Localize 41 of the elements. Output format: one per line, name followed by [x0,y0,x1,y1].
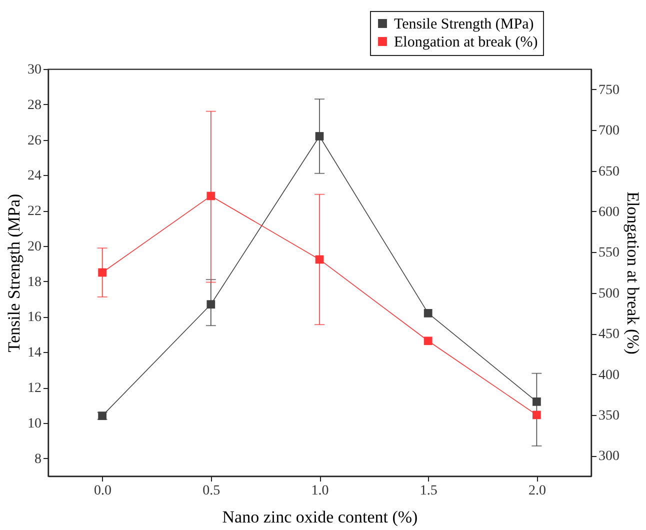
point [532,397,541,406]
y-tick-label: 14 [28,346,42,361]
x-tick-label: 0.0 [94,484,112,498]
y2-tick-label: 600 [598,204,620,220]
point [424,336,432,346]
point [424,309,432,318]
y2-tick-label: 700 [598,124,620,139]
y-tick-label: 12 [28,381,42,396]
point [315,132,324,140]
y2-tick-label: 300 [598,449,620,464]
y2-tick-label: 500 [598,286,620,302]
x-tick-label: 0.5 [202,484,220,498]
legend-label: Elongation at break (%) [394,34,538,50]
y-tick-label: 24 [28,168,42,184]
y2-tick-label: 650 [598,164,620,180]
y-tick-label: 22 [28,204,42,220]
x-tick-label: 1.0 [311,484,329,498]
y2-tick-label: 400 [598,368,620,383]
x-axis-title: Nano zinc oxide content (%) [222,508,418,526]
y-tick-label: 30 [28,62,42,78]
y-axis-title: Tensile Strength (MPa) [4,194,24,352]
point [206,300,216,309]
y-tick-label: 28 [28,98,42,113]
y-tick-label: 26 [28,133,42,148]
y-tick-label: 16 [28,310,42,326]
x-tick-label: 1.5 [420,484,438,498]
y-tick-label: 10 [28,416,42,432]
y2-axis-title: Elongation at break (%) [624,192,642,354]
point [315,255,324,264]
y-tick-label: 8 [34,452,42,467]
legend-label: Tensile Strength (MPa) [394,16,534,32]
y2-tick-label: 550 [598,246,620,261]
y2-tick-label: 750 [598,82,620,98]
x-tick-label: 2.0 [528,484,546,498]
y-tick-label: 20 [28,239,42,254]
point [98,268,106,277]
point [206,192,216,200]
point [532,410,541,420]
y2-tick-label: 350 [598,408,620,424]
y-tick-label: 18 [28,274,42,290]
y2-tick-label: 450 [598,327,620,342]
